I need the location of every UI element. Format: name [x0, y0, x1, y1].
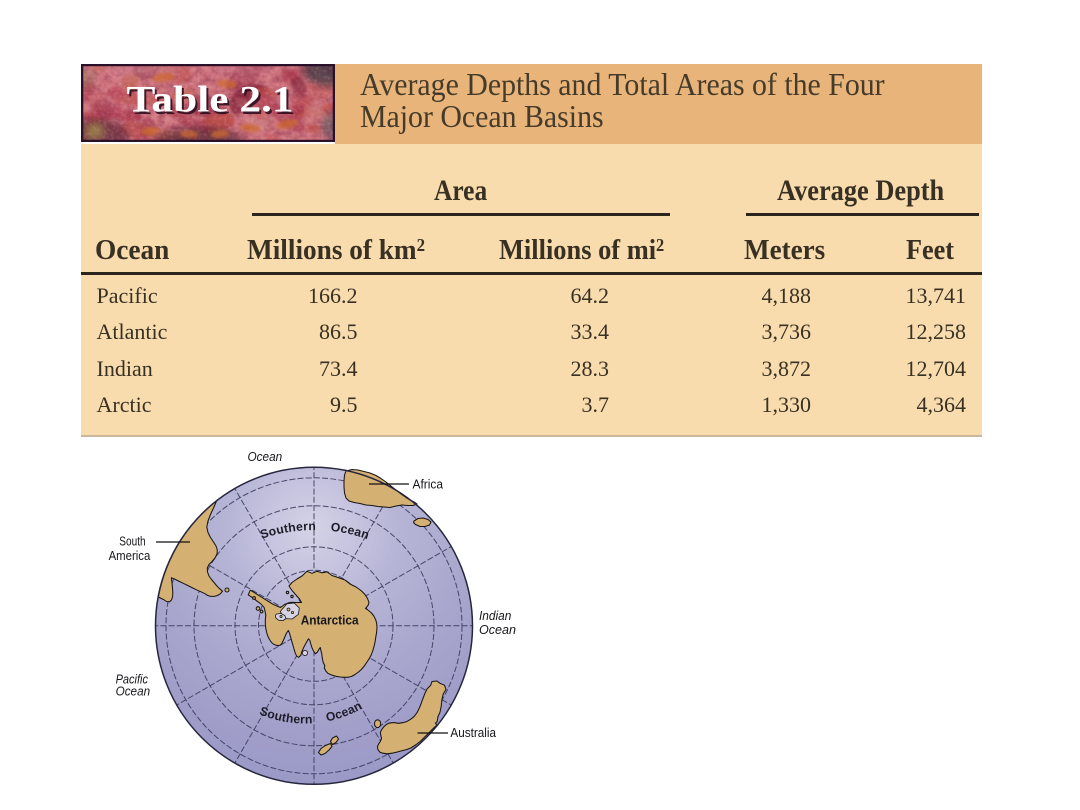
svg-text:Australia: Australia — [450, 725, 496, 740]
svg-text:America: America — [109, 548, 151, 563]
svg-text:Ocean: Ocean — [116, 684, 151, 699]
svg-text:Indian: Indian — [479, 608, 511, 623]
svg-text:Africa: Africa — [413, 477, 444, 492]
svg-text:Antarctica: Antarctica — [301, 614, 360, 628]
svg-text:Ocean: Ocean — [248, 449, 283, 464]
svg-text:Table 2.1: Table 2.1 — [129, 82, 296, 123]
svg-text:South: South — [119, 534, 145, 549]
svg-text:Pacific: Pacific — [116, 672, 149, 687]
svg-text:Table 2.1: Table 2.1 — [127, 80, 294, 121]
svg-text:Ocean: Ocean — [479, 622, 516, 637]
